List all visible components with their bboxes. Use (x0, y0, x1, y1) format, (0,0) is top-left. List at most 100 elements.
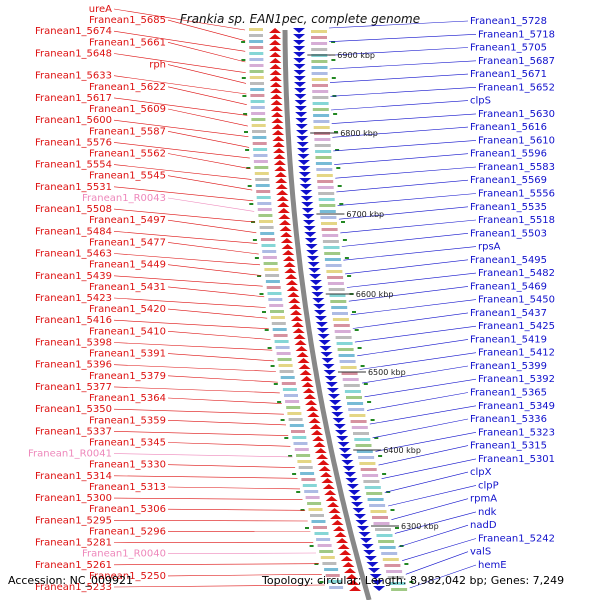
label-leader-lines (113, 8, 477, 589)
gene-label-right: rpsA (478, 242, 501, 253)
category-stripe (325, 264, 342, 267)
forward-gene-mark (271, 118, 284, 123)
forward-gene-mark (270, 106, 283, 111)
category-stripe (353, 432, 369, 435)
leader-line (113, 53, 246, 73)
category-stripe (317, 186, 334, 189)
reverse-gene-mark (335, 430, 348, 435)
leader-line (378, 445, 469, 466)
leader-line (391, 498, 469, 520)
gene-label-left: Franean1_5622 (89, 82, 166, 93)
leader-line (167, 219, 257, 234)
gene-label-left: Franean1_5617 (35, 93, 112, 104)
forward-gene-mark (276, 190, 289, 195)
forward-gene-mark (334, 532, 347, 537)
category-stripe (332, 318, 349, 321)
gene-label-right: Franean1_5315 (470, 441, 547, 452)
marker-dot (341, 221, 345, 223)
category-stripe (259, 220, 273, 223)
marker-dot (360, 365, 365, 367)
category-stripe (322, 240, 339, 243)
category-stripe (349, 414, 366, 417)
gene-label-right: Franean1_5482 (478, 268, 555, 279)
scale-tick-label: 6700 kbp (346, 210, 384, 219)
category-stripe (317, 544, 332, 547)
reverse-gene-mark (336, 436, 349, 441)
forward-gene-mark (298, 364, 311, 369)
category-stripe (339, 360, 356, 363)
marker-dot (339, 203, 344, 205)
marker-dot (284, 437, 289, 439)
gene-label-left: Franean1_5377 (35, 382, 112, 393)
category-stripe (289, 424, 304, 427)
category-stripe (370, 510, 387, 513)
gene-label-right: Franean1_5399 (470, 361, 547, 372)
forward-gene-mark (273, 154, 286, 159)
leader-line (345, 259, 469, 275)
forward-gene-mark (293, 334, 306, 339)
gene-label-right: Franean1_5596 (470, 149, 547, 160)
gene-label-right: Franean1_5503 (470, 228, 547, 239)
category-stripe (379, 546, 396, 549)
category-stripe (258, 214, 273, 217)
category-stripe (304, 490, 319, 493)
forward-gene-mark (291, 322, 304, 327)
marker-dot (390, 509, 395, 511)
category-stripe (301, 478, 316, 481)
category-stripe (249, 58, 264, 61)
forward-gene-mark (337, 544, 350, 549)
gene-label-right: Franean1_5495 (470, 255, 547, 266)
gene-label-left: Franean1_5300 (35, 493, 112, 504)
gene-label-right: clpX (470, 467, 492, 478)
gene-label-right: Franean1_5705 (470, 43, 547, 54)
category-stripe (263, 262, 278, 265)
category-stripe (249, 64, 264, 67)
marker-dot (336, 167, 341, 169)
gene-label-right: Franean1_5412 (478, 348, 555, 359)
category-stripe (337, 348, 354, 351)
forward-gene-mark (285, 280, 298, 285)
leader-line (167, 464, 296, 468)
category-stripe (346, 396, 362, 399)
gene-label-left: Franean1_5449 (89, 260, 166, 271)
leader-line (113, 431, 289, 436)
category-stripe (249, 46, 264, 49)
gene-label-left: Franean1_R0040 (82, 549, 166, 560)
leader-line (113, 231, 258, 244)
category-stripe (321, 222, 337, 225)
category-stripe (312, 102, 329, 105)
reverse-gene-mark (314, 310, 327, 315)
forward-gene-mark (278, 214, 291, 219)
reverse-gene-mark (357, 526, 370, 531)
category-stripe (262, 256, 277, 259)
category-stripe (373, 522, 390, 525)
reverse-gene-mark (294, 106, 307, 111)
category-stripe (254, 172, 269, 175)
reverse-gene-mark (346, 484, 359, 489)
reverse-gene-mark (295, 118, 308, 123)
reverse-gene-mark (294, 88, 307, 93)
leader-line (167, 375, 278, 383)
gene-label-right: Franean1_5242 (478, 534, 555, 545)
leader-line (113, 475, 298, 479)
forward-gene-mark (342, 562, 355, 567)
gene-label-left: Franean1_5587 (89, 126, 166, 137)
category-stripe (362, 474, 379, 477)
reverse-gene-mark (327, 394, 340, 399)
forward-gene-mark (288, 298, 301, 303)
gene-label-right: nadD (470, 520, 497, 531)
leader-line (113, 342, 273, 351)
category-stripe (343, 384, 360, 387)
reverse-gene-mark (305, 244, 318, 249)
category-stripe (350, 420, 367, 423)
category-stripe (319, 550, 334, 553)
category-stripe (249, 70, 264, 73)
scale-tick-label: 6500 kbp (368, 368, 406, 377)
category-stripe (249, 76, 264, 79)
forward-gene-mark (294, 340, 307, 345)
forward-gene-mark (339, 550, 352, 555)
reverse-gene-mark (299, 184, 312, 189)
forward-gene-mark (269, 40, 282, 45)
forward-gene-mark (275, 184, 288, 189)
leader-line (369, 405, 477, 425)
